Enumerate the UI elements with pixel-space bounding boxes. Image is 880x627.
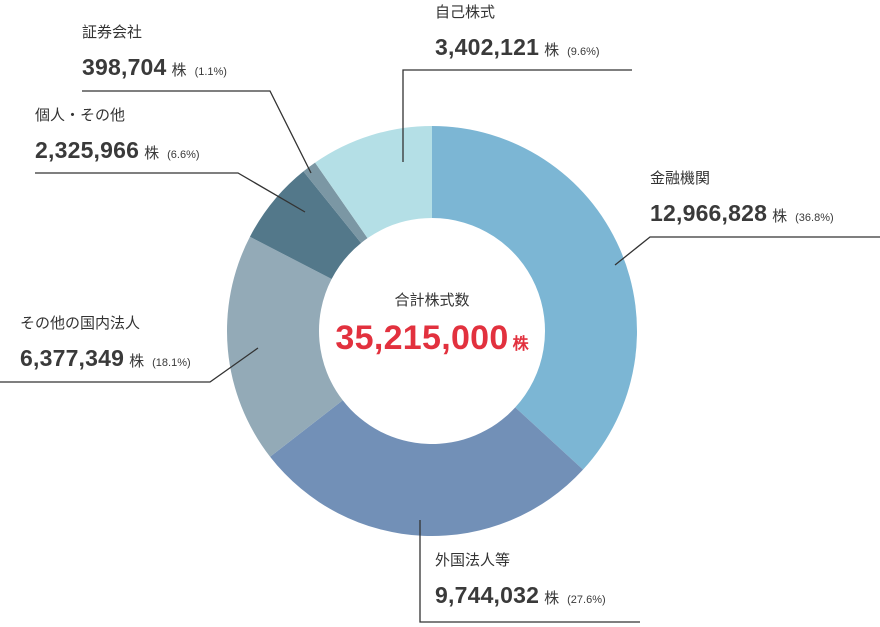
slice-name: 外国法人等 bbox=[435, 552, 511, 569]
slice-securities-companies bbox=[303, 162, 368, 244]
leader-line-foreign-corporations bbox=[419, 520, 640, 623]
slice-label-other-domestic-corporations: その他の国内法人 6,377,349 株 (18.1%) bbox=[20, 315, 191, 378]
total-value: 35,215,000 bbox=[335, 319, 509, 357]
slice-label-foreign-corporations: 外国法人等 9,744,032 株 (27.6%) bbox=[435, 552, 606, 615]
total-title: 合計株式数 bbox=[394, 292, 470, 309]
slice-unit: 株 bbox=[772, 208, 788, 225]
slice-percent: (36.8%) bbox=[795, 212, 834, 224]
slice-name: その他の国内法人 bbox=[20, 315, 141, 332]
slice-name: 証券会社 bbox=[82, 24, 143, 41]
total-unit: 株 bbox=[512, 336, 529, 353]
slice-label-treasury-stock: 自己株式 3,402,121 株 (9.6%) bbox=[435, 4, 600, 67]
slice-value: 9,744,032 bbox=[435, 582, 540, 608]
center-total: 合計株式数 35,215,000 株 bbox=[332, 292, 532, 365]
leader-line-treasury-stock bbox=[402, 69, 632, 162]
slice-unit: 株 bbox=[171, 62, 187, 79]
slice-value: 3,402,121 bbox=[435, 34, 540, 60]
leader-line-financial-institutions bbox=[614, 236, 880, 266]
slice-label-individuals-other: 個人・その他 2,325,966 株 (6.6%) bbox=[35, 107, 200, 170]
leader-lines bbox=[0, 69, 880, 623]
leader-line-individuals-other bbox=[35, 172, 306, 213]
slice-percent: (18.1%) bbox=[152, 357, 191, 369]
slice-name: 金融機関 bbox=[650, 170, 711, 187]
slice-unit: 株 bbox=[544, 590, 560, 607]
donut-slices bbox=[226, 126, 637, 536]
slice-percent: (27.6%) bbox=[567, 594, 606, 606]
slice-value: 12,966,828 bbox=[650, 200, 768, 226]
slice-unit: 株 bbox=[144, 145, 160, 162]
slice-other-domestic-corporations bbox=[226, 236, 343, 457]
slice-value: 6,377,349 bbox=[20, 345, 125, 371]
slice-name: 自己株式 bbox=[435, 4, 496, 21]
slice-percent: (1.1%) bbox=[194, 66, 227, 78]
slice-label-securities-companies: 証券会社 398,704 株 (1.1%) bbox=[82, 24, 227, 87]
slice-percent: (6.6%) bbox=[167, 149, 200, 161]
slice-unit: 株 bbox=[544, 42, 560, 59]
slice-foreign-corporations bbox=[270, 400, 583, 536]
leader-line-securities-companies bbox=[82, 90, 312, 174]
slice-name: 個人・その他 bbox=[35, 107, 126, 124]
slice-label-financial-institutions: 金融機関 12,966,828 株 (36.8%) bbox=[650, 170, 834, 233]
slice-value: 2,325,966 bbox=[35, 137, 140, 163]
slice-value: 398,704 bbox=[82, 54, 167, 80]
slice-financial-institutions bbox=[432, 126, 637, 470]
leader-line-other-domestic-corporations bbox=[0, 347, 259, 383]
slice-percent: (9.6%) bbox=[567, 46, 600, 58]
slice-individuals-other bbox=[249, 171, 362, 280]
slice-unit: 株 bbox=[129, 353, 145, 370]
